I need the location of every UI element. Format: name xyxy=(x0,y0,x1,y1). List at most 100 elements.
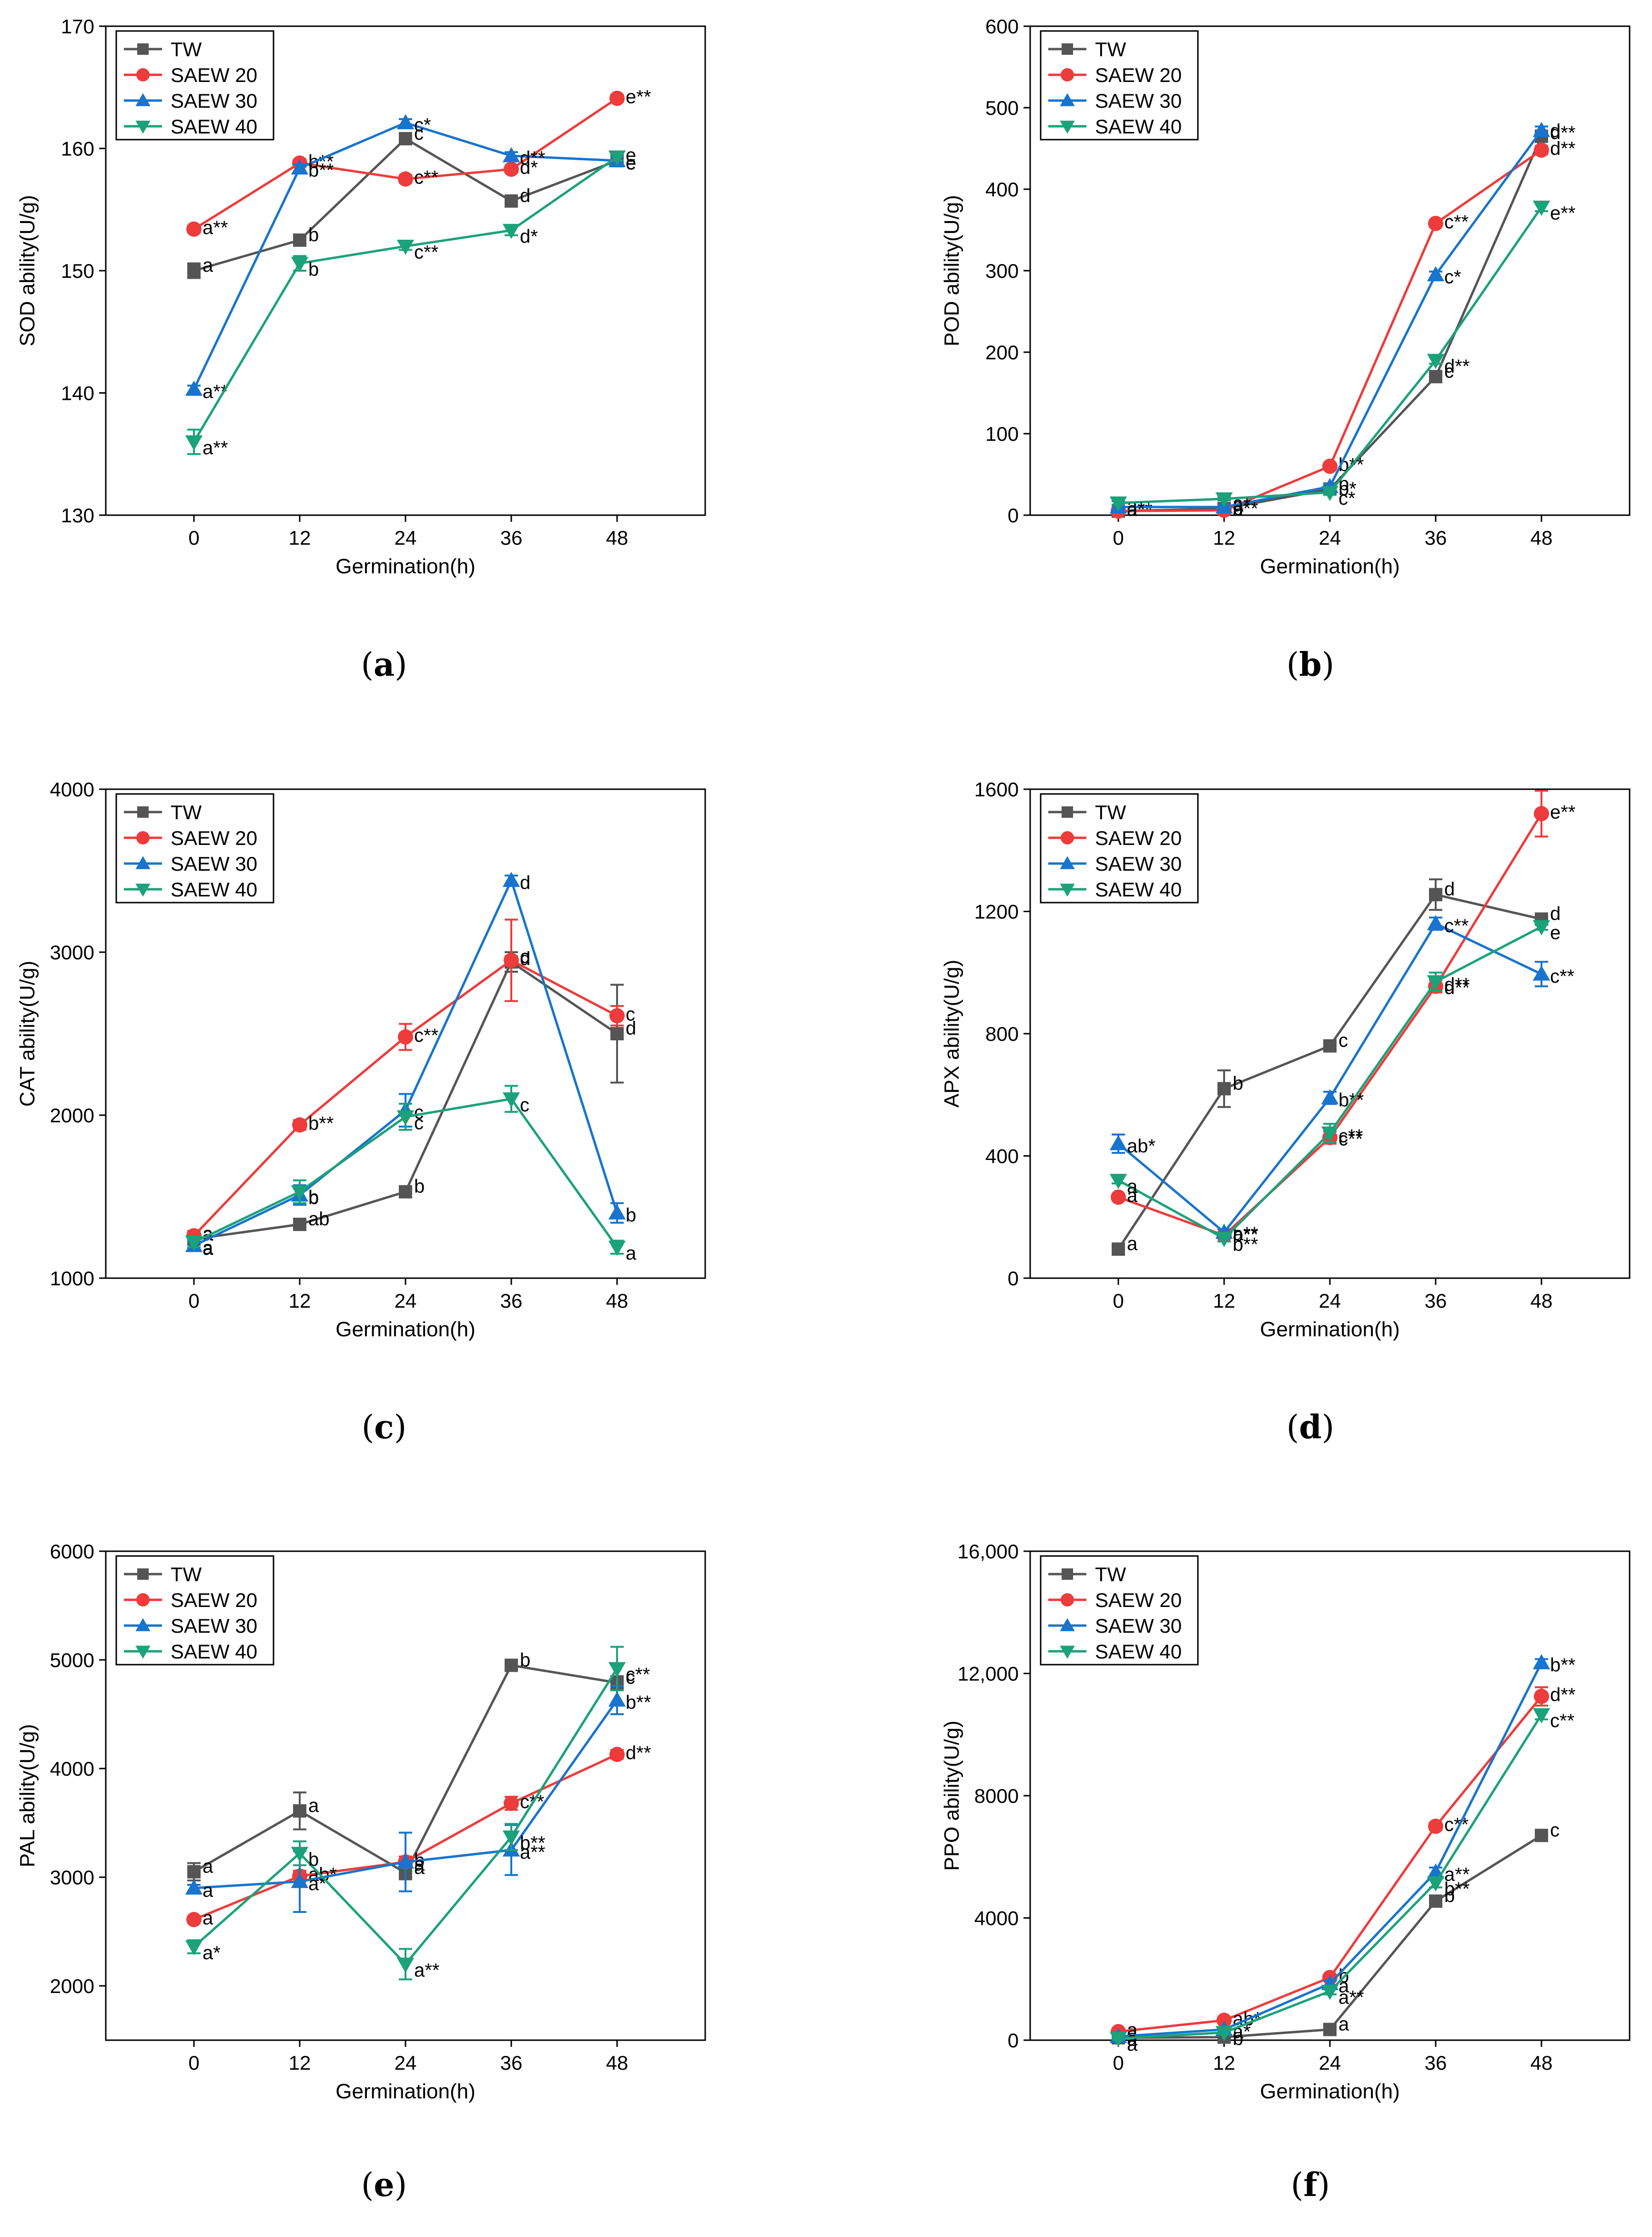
chart-d-xtick-label: 36 xyxy=(1425,1290,1447,1312)
chart-f-ytick-label: 4000 xyxy=(974,1907,1019,1930)
chart-f-legend-label-saew-20: SAEW 20 xyxy=(1095,1589,1182,1611)
chart-a-saew-40-point xyxy=(291,256,309,272)
chart-f-ytick-label: 16,000 xyxy=(958,1540,1019,1563)
chart-d-xtick-label: 48 xyxy=(1530,1290,1553,1312)
chart-b-saew-40-data-label: a* xyxy=(1233,495,1251,516)
chart-a-tw-point xyxy=(505,194,518,208)
chart-c-saew-30-data-label: b xyxy=(308,1187,319,1208)
chart-f-ytick-label: 0 xyxy=(1008,2029,1019,2052)
panel-label-f: (f) xyxy=(1290,2166,1330,2204)
chart-a-saew-20-data-label: d* xyxy=(520,157,538,178)
chart-d-saew-20-point xyxy=(1111,1190,1126,1205)
chart-b-saew-20-point xyxy=(1322,458,1338,474)
chart-a-tw-data-label: e xyxy=(626,145,636,166)
chart-b-series-saew-40: a* a* c* d** e** xyxy=(1109,200,1575,519)
chart-a-saew-30-data-label: e xyxy=(626,153,636,173)
panel-label-b: (b) xyxy=(1286,646,1335,684)
chart-c-saew-30-data-label: d xyxy=(520,873,530,894)
panel-label-c: (c) xyxy=(361,1408,407,1446)
chart-f-legend-label-tw: TW xyxy=(1095,1563,1126,1586)
chart-b-tw-data-label: c xyxy=(1444,361,1454,382)
chart-d-saew-30-data-label: c** xyxy=(1550,966,1574,987)
chart-b-xlabel: Germination(h) xyxy=(1260,555,1399,578)
chart-e-saew-30-point xyxy=(396,1853,415,1869)
chart-e-ytick-label: 5000 xyxy=(50,1649,94,1671)
chart-e-saew-40-point xyxy=(502,1830,520,1846)
chart-d-legend-marker-saew-30 xyxy=(1060,856,1075,869)
chart-c-ytick-label: 3000 xyxy=(50,941,94,964)
chart-a-xtick-label: 12 xyxy=(289,527,311,549)
chart-a-saew-40-point xyxy=(185,435,203,451)
chart-d-legend-label-saew-20: SAEW 20 xyxy=(1095,827,1182,849)
chart-e-saew-30-point xyxy=(608,1691,626,1707)
chart-a-saew-40-point xyxy=(502,224,520,239)
chart-b-saew-20-line xyxy=(1118,149,1542,512)
chart-e-saew-30-data-label: b** xyxy=(626,1692,651,1713)
chart-c-saew-30-data-label: b xyxy=(626,1205,636,1226)
chart-c-saew-20-point xyxy=(609,1008,625,1024)
chart-e-tw-data-label: a xyxy=(308,1795,319,1816)
chart-c-xtick-label: 12 xyxy=(289,1290,311,1312)
chart-f-saew-30-data-label: a xyxy=(1127,2028,1138,2049)
chart-b-saew-30-point xyxy=(1427,266,1445,282)
chart-d-ytick-label: 400 xyxy=(985,1145,1019,1168)
chart-b-legend-label-saew-20: SAEW 20 xyxy=(1095,64,1182,86)
chart-a-ytick-label: 170 xyxy=(61,15,94,38)
chart-b-xtick-label: 48 xyxy=(1530,527,1553,549)
chart-d-saew-40-point xyxy=(1427,975,1445,991)
chart-b-ytick-label: 0 xyxy=(1008,504,1019,527)
chart-f-saew-30-point xyxy=(1532,1654,1551,1669)
chart-a-saew-20-point xyxy=(398,171,413,187)
chart-e-saew-40-data-label: b** xyxy=(520,1833,545,1854)
chart-e-saew-30-point xyxy=(291,1872,309,1888)
chart-b-saew-30-line xyxy=(1118,130,1543,508)
chart-d-saew-30-point xyxy=(1532,965,1551,981)
chart-f-tw-data-label: a xyxy=(1338,2014,1349,2035)
chart-b-ytick-label: 200 xyxy=(985,341,1019,364)
chart-c-legend-label-tw: TW xyxy=(171,801,202,824)
chart-c-tw-point xyxy=(399,1185,412,1199)
chart-f-xtick-label: 48 xyxy=(1530,2052,1553,2074)
chart-b-legend-marker-saew-40 xyxy=(1060,121,1075,134)
chart-a-saew-40-data-label: e xyxy=(626,153,636,173)
chart-a-saew-30-data-label: c* xyxy=(414,115,431,136)
chart-b-ytick-label: 300 xyxy=(985,260,1019,282)
chart-b-saew-40-data-label: a* xyxy=(1127,498,1145,519)
chart-b-xtick-label: 12 xyxy=(1213,527,1236,549)
chart-b-legend-marker-saew-30 xyxy=(1060,93,1075,106)
chart-a-xtick-label: 0 xyxy=(188,527,199,549)
chart-d-saew-40-point xyxy=(1532,920,1551,935)
chart-f-legend-marker-tw xyxy=(1062,1568,1073,1580)
chart-c-xtick-label: 24 xyxy=(395,1290,417,1312)
chart-a-legend-marker-saew-30 xyxy=(135,93,151,106)
chart-b-ytick-label: 600 xyxy=(985,15,1019,38)
chart-c-saew-20-point xyxy=(504,953,519,968)
chart-f-ytick-label: 12,000 xyxy=(958,1663,1019,1685)
chart-c-legend-marker-saew-40 xyxy=(135,884,151,897)
chart-a-saew-40-line xyxy=(193,156,618,443)
chart-d-tw-point xyxy=(1217,1082,1231,1096)
chart-c-saew-40-point xyxy=(396,1110,415,1126)
chart-c-saew-20-data-label: c** xyxy=(414,1025,438,1046)
chart-e-saew-20-data-label: a xyxy=(203,1908,213,1929)
chart-c-tw-point xyxy=(293,1218,306,1231)
chart-a-saew-30-point xyxy=(396,114,415,130)
chart-d-ytick-label: 1200 xyxy=(974,901,1019,923)
chart-d-xlabel: Germination(h) xyxy=(1260,1318,1399,1341)
chart-d-xtick-label: 12 xyxy=(1213,1290,1236,1312)
chart-b-ytick-label: 100 xyxy=(985,423,1019,445)
chart-d-saew-30-data-label: ab* xyxy=(1127,1136,1155,1157)
chart-f-saew-20-point xyxy=(1534,1688,1549,1704)
chart-f-saew-40-data-label: c** xyxy=(1550,1710,1574,1731)
chart-d-saew-40-data-label: c** xyxy=(1338,1129,1363,1149)
chart-d-saew-20-data-label: e** xyxy=(1550,802,1575,823)
chart-d-tw-point xyxy=(1112,1242,1125,1256)
chart-a-saew-30-point xyxy=(502,147,520,163)
chart-c-saew-40-data-label: c xyxy=(414,1112,424,1133)
chart-c-saew-40-point xyxy=(502,1092,520,1108)
chart-e-xtick-label: 36 xyxy=(500,2052,523,2074)
chart-c-legend: TW SAEW 20 SAEW 30 SAEW 40 xyxy=(115,793,274,904)
chart-e-ytick-label: 4000 xyxy=(50,1758,94,1780)
chart-a-saew-20-data-label: c** xyxy=(414,167,438,188)
